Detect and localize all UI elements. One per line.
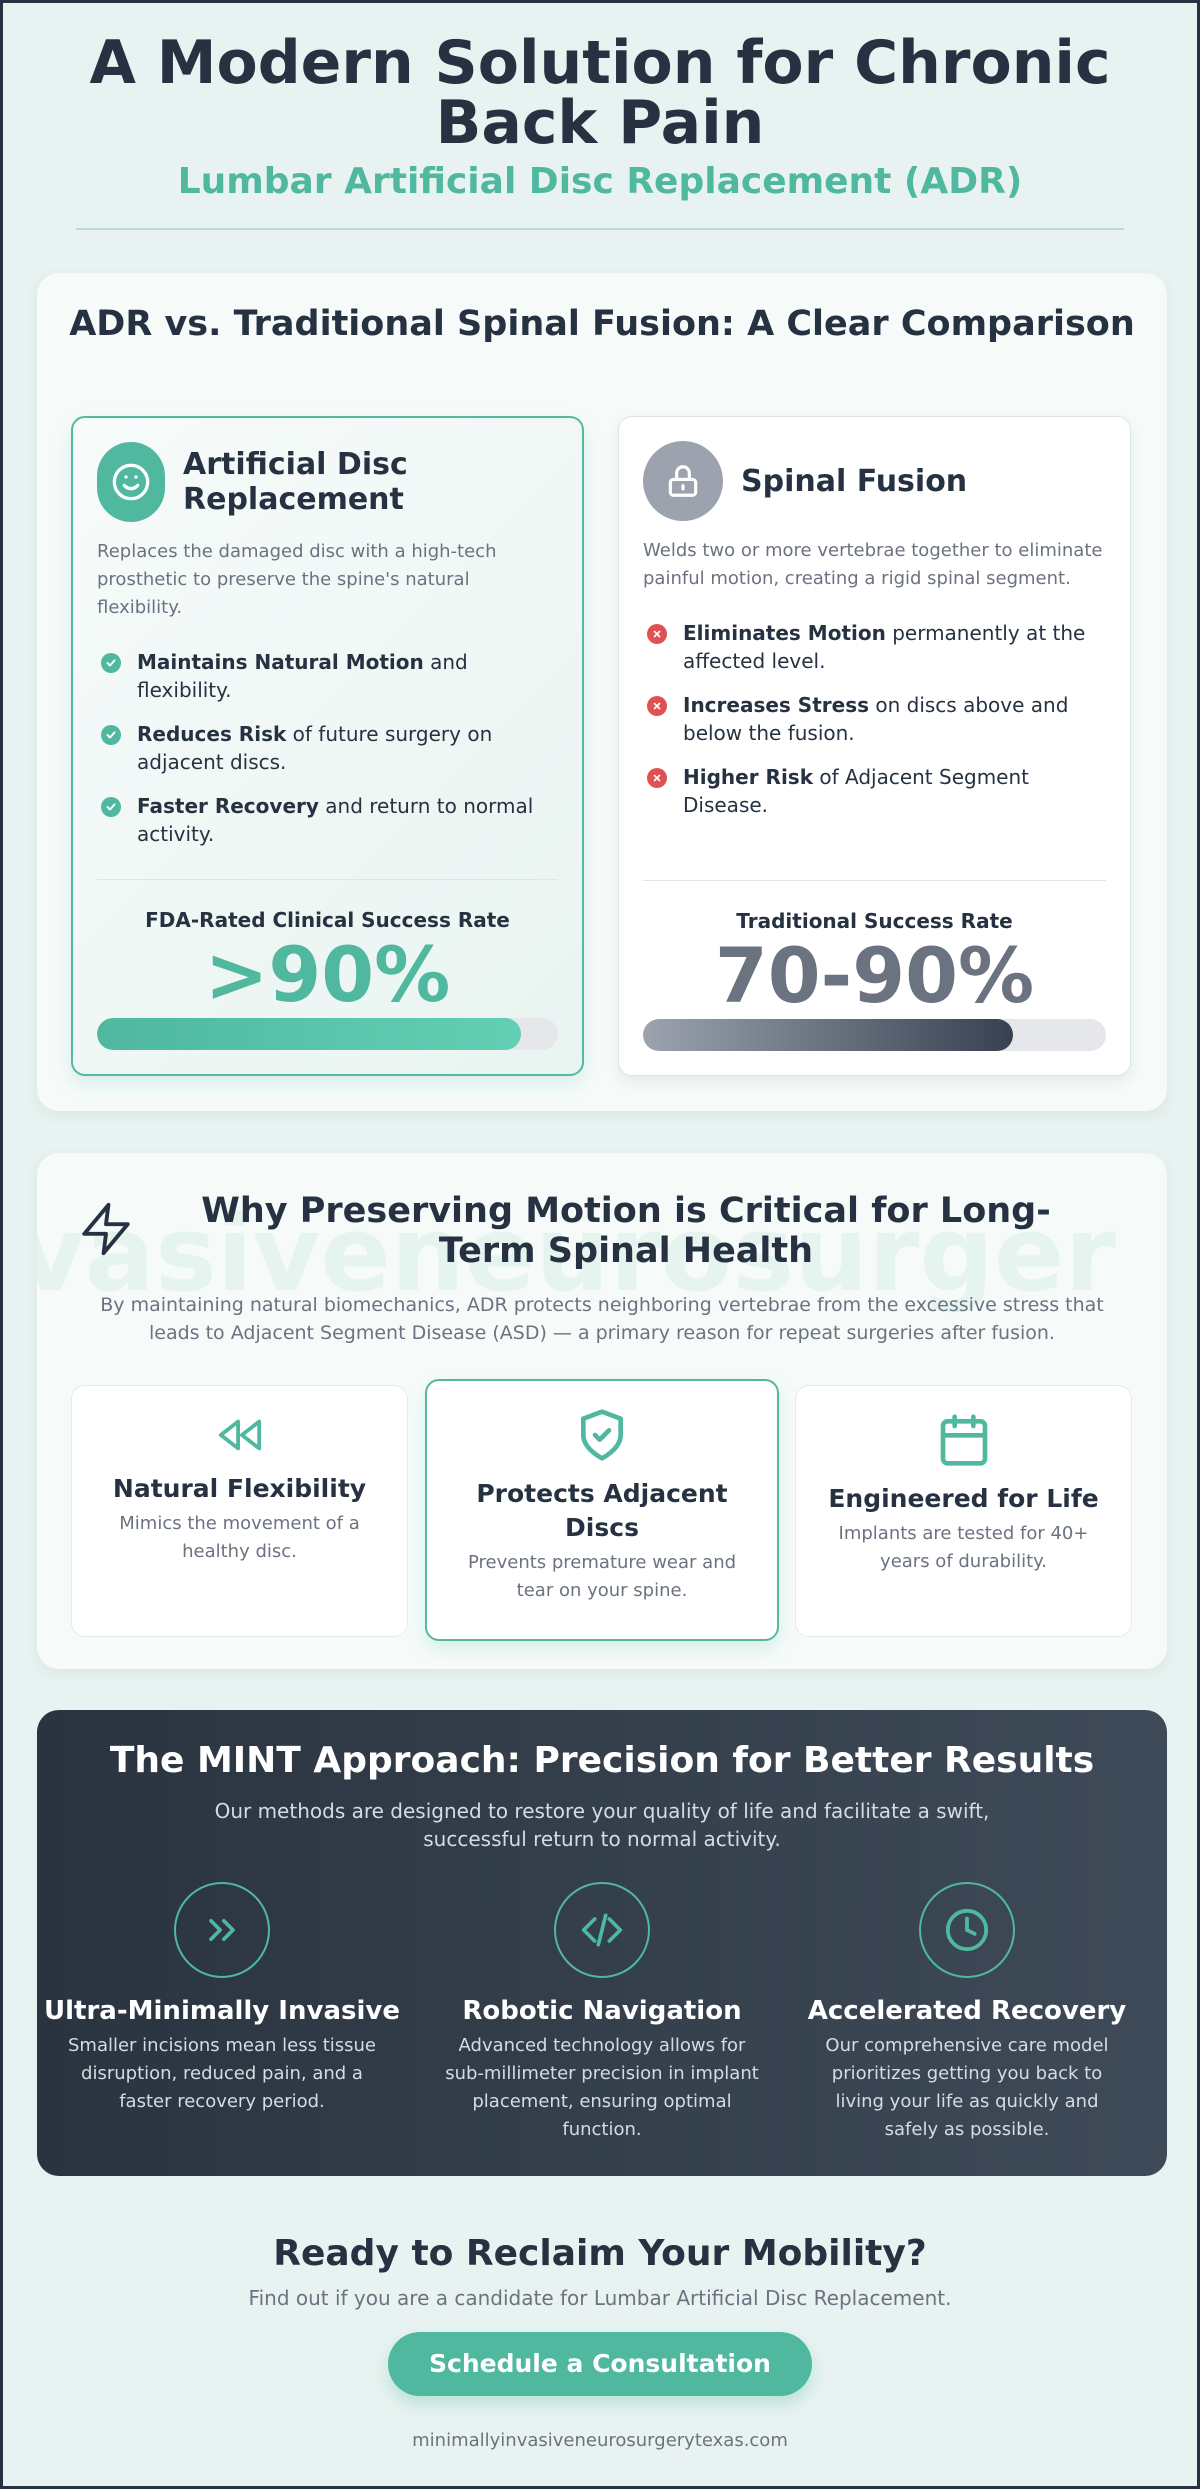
mint-item-desc: Advanced technology allows for sub-milli…: [445, 2035, 759, 2140]
comparison-title: ADR vs. Traditional Spinal Fusion: A Cle…: [69, 304, 1135, 344]
schedule-consultation-button[interactable]: Schedule a Consultation: [388, 2332, 812, 2396]
clock-icon: [919, 1882, 1015, 1978]
mint-text: Our methods are designed to restore your…: [214, 1799, 990, 1851]
footer-url: minimallyinvasiveneurosurgerytexas.com: [412, 2430, 788, 2451]
cta-text: Find out if you are a candidate for Lumb…: [248, 2286, 952, 2310]
adr-panel: Artificial Disc Replacement Replaces the…: [71, 416, 584, 1076]
adr-success-bar-fill: [97, 1018, 522, 1050]
fusion-stats: Traditional Success Rate 70-90%: [643, 880, 1106, 1051]
fusion-success-bar: [643, 1019, 1106, 1051]
adr-stats: FDA-Rated Clinical Success Rate >90%: [97, 879, 558, 1050]
feature-title: Natural Flexibility: [112, 1474, 367, 1503]
feature-title: Protects Adjacent Discs: [476, 1479, 728, 1542]
bullet-text: of Adjacent Segment Disease.: [683, 765, 1030, 817]
bullet-strong: Maintains Natural Motion: [137, 650, 424, 674]
x-circle-icon: [647, 768, 667, 788]
fusion-drawbacks-list: Eliminates Motion permanently at the aff…: [619, 593, 1130, 819]
mint-item-title: Robotic Navigation: [462, 1996, 742, 2026]
list-item: Higher Risk of Adjacent Segment Disease.: [643, 763, 1106, 819]
cta-section: Ready to Reclaim Your Mobility? Find out…: [3, 2233, 1197, 2451]
mint-item-desc: Our comprehensive care model prioritizes…: [825, 2035, 1109, 2140]
feature-desc: Prevents premature wear and tear on your…: [467, 1552, 737, 1601]
rewind-icon: [218, 1419, 261, 1451]
cta-title: Ready to Reclaim Your Mobility?: [273, 2233, 927, 2274]
bullet-strong: Eliminates Motion: [683, 621, 886, 645]
mint-item-accelerated-recovery: Accelerated Recovery Our comprehensive c…: [787, 1882, 1147, 2144]
bullet-text: permanently at the affected level.: [683, 621, 1086, 673]
bullet-text: on discs above and below the fusion.: [683, 693, 1069, 745]
adr-benefits-list: Maintains Natural Motion and flexibility…: [73, 622, 582, 848]
mint-approach-section: The MINT Approach: Precision for Better …: [37, 1710, 1167, 2176]
bullet-strong: Increases Stress: [683, 693, 869, 717]
bullet-strong: Higher Risk: [683, 765, 813, 789]
bullet-strong: Reduces Risk: [137, 722, 287, 746]
mint-item-desc: Smaller incisions mean less tissue disru…: [67, 2035, 376, 2112]
mint-item-title: Ultra-Minimally Invasive: [44, 1996, 400, 2026]
motion-title: Why Preserving Motion is Critical for Lo…: [201, 1191, 1051, 1271]
header-divider: [76, 228, 1124, 230]
feature-title: Engineered for Life: [828, 1484, 1099, 1513]
bullet-text: and return to normal activity.: [137, 794, 534, 846]
lock-icon: [643, 441, 723, 521]
list-item: Reduces Risk of future surgery on adjace…: [97, 720, 558, 776]
x-circle-icon: [647, 624, 667, 644]
bullet-strong: Faster Recovery: [137, 794, 319, 818]
check-icon: [101, 725, 121, 745]
feature-card-engineered-for-life: Engineered for Life Implants are tested …: [795, 1385, 1132, 1637]
list-item: Eliminates Motion permanently at the aff…: [643, 619, 1106, 675]
x-circle-icon: [647, 696, 667, 716]
adr-description: Replaces the damaged disc with a high-te…: [97, 541, 497, 618]
adr-success-bar: [97, 1018, 558, 1050]
check-icon: [101, 653, 121, 673]
bullet-text: of future surgery on adjacent discs.: [137, 722, 493, 774]
check-icon: [101, 797, 121, 817]
adr-stat-label: FDA-Rated Clinical Success Rate: [145, 908, 510, 932]
fusion-stat-label: Traditional Success Rate: [736, 909, 1013, 933]
code-icon: [554, 1882, 650, 1978]
feature-card-natural-flexibility: Natural Flexibility Mimics the movement …: [71, 1385, 408, 1637]
list-item: Faster Recovery and return to normal act…: [97, 792, 558, 848]
fusion-title: Spinal Fusion: [741, 463, 968, 499]
mint-item-title: Accelerated Recovery: [807, 1996, 1127, 2026]
mint-title: The MINT Approach: Precision for Better …: [109, 1740, 1095, 1781]
fusion-panel: Spinal Fusion Welds two or more vertebra…: [618, 416, 1131, 1076]
mint-item-minimally-invasive: Ultra-Minimally Invasive Smaller incisio…: [42, 1882, 402, 2116]
page-header: A Modern Solution for Chronic Back Pain …: [3, 3, 1197, 230]
list-item: Maintains Natural Motion and flexibility…: [97, 648, 558, 704]
page-title: A Modern Solution for Chronic Back Pain: [89, 28, 1111, 158]
feature-card-protects-adjacent-discs: Protects Adjacent Discs Prevents prematu…: [425, 1379, 779, 1641]
fusion-description: Welds two or more vertebrae together to …: [643, 540, 1103, 589]
feature-desc: Mimics the movement of a healthy disc.: [119, 1513, 360, 1562]
list-item: Increases Stress on discs above and belo…: [643, 691, 1106, 747]
adr-stat-value: >90%: [204, 930, 451, 1019]
shield-check-icon: [581, 1409, 623, 1461]
fusion-success-bar-fill: [643, 1019, 1014, 1051]
comparison-section: ADR vs. Traditional Spinal Fusion: A Cle…: [37, 273, 1167, 1111]
lightning-icon: [77, 1197, 135, 1265]
motion-text: By maintaining natural biomechanics, ADR…: [100, 1294, 1104, 1344]
calendar-icon: [940, 1414, 987, 1466]
mint-item-robotic-navigation: Robotic Navigation Advanced technology a…: [422, 1882, 782, 2144]
fusion-stat-value: 70-90%: [714, 931, 1035, 1020]
page-subtitle: Lumbar Artificial Disc Replacement (ADR): [177, 161, 1023, 202]
bullet-text: and flexibility.: [137, 650, 468, 702]
motion-section: vasiveneurosurger Why Preserving Motion …: [37, 1153, 1167, 1669]
adr-title: Artificial Disc Replacement: [183, 447, 408, 517]
smile-icon: [97, 442, 165, 522]
chevrons-right-icon: [174, 1882, 270, 1978]
feature-desc: Implants are tested for 40+ years of dur…: [838, 1523, 1089, 1572]
